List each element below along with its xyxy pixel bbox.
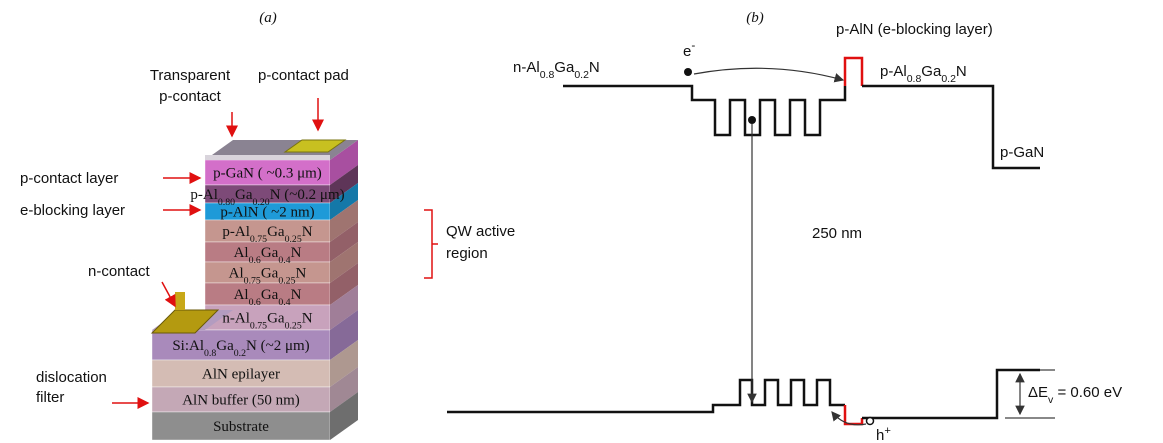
layer-label: AlN epilayer [202,367,280,383]
text-part: Ga [267,224,285,240]
text-part: p-Al [222,224,250,240]
text-part: n-Al [513,59,540,76]
n-contact-pad-edge [175,292,185,310]
text-part: 0.75 [250,320,267,331]
callout: p-contact pad [258,67,349,84]
carrier-label: h+ [876,425,891,443]
layer-label: p-AlN ( ~2 nm) [220,205,314,221]
figure: p-GaN ( ~0.3 μm)p-Al0.80Ga0.20N (~0.2 μm… [0,0,1163,443]
callout: p-contact layer [20,170,118,187]
panel-tag: (b) [746,10,764,26]
callout: Transparent [150,67,231,84]
text-part: N (~0.2 μm) [270,187,345,203]
text-part: 0.4 [278,255,290,266]
top-surface-edge [205,155,330,160]
text-part: - [691,38,695,52]
text-part: AlN epilayer [202,367,280,383]
text-part: 0.25 [285,234,302,245]
wavelength: 250 nm [812,225,862,242]
text-part: N [302,224,313,240]
text-part: p-Al [190,187,218,203]
panel-tag: (a) [259,10,277,26]
text-part: N [291,287,302,303]
text-part: Si:Al [172,338,204,354]
text-part: p-AlN (e-blocking layer) [836,21,993,38]
text-part: 0.8 [907,73,922,85]
band-label: p-GaN [1000,144,1044,161]
text-part: Ga [235,187,253,203]
text-part: p-GaN ( ~0.3 μm) [213,166,322,182]
layer-label: Substrate [213,419,269,435]
text-part: Al [234,245,249,261]
text-part: Ga [267,311,285,327]
text-part: N [291,245,302,261]
carrier-label: e- [683,38,695,60]
callout: n-contact [88,263,151,280]
text-part: ΔE [1028,384,1048,401]
layer-label: p-GaN ( ~0.3 μm) [213,166,322,182]
text-part: N [589,59,600,76]
text-part: p-AlN ( ~2 nm) [220,205,314,221]
offset-label: ΔEv = 0.60 eV [1028,384,1122,406]
text-part: Ga [921,63,942,80]
text-part: 0.6 [249,255,261,266]
text-part: Ga [216,338,234,354]
text-part: Substrate [213,419,269,435]
text-part: Ga [554,59,575,76]
callout: e-blocking layer [20,202,125,219]
text-part: N [295,266,306,282]
band-diagram [447,58,1055,425]
text-part: e [683,43,691,60]
text-part: N [956,63,967,80]
text-part: Ga [261,287,279,303]
text-part: AlN buffer (50 nm) [182,393,300,409]
text-part: n-Al [222,311,250,327]
text-part: 0.4 [278,297,290,308]
text-part: N [302,311,313,327]
layer-label: AlN buffer (50 nm) [182,393,300,409]
callout: filter [36,389,64,406]
callout: QW active [446,223,515,240]
text-part: p-Al [880,63,907,80]
text-part: = 0.60 eV [1053,384,1122,401]
text-part: 0.25 [285,320,302,331]
text-part: p-GaN [1000,144,1044,161]
text-part: h [876,427,884,443]
text-part: 0.75 [250,234,267,245]
band-label: p-AlN (e-blocking layer) [836,21,993,38]
text-part: Al [229,266,244,282]
text-part: + [884,425,891,437]
callout: region [446,245,488,262]
text-part: 0.8 [540,69,555,81]
text-part: N (~2 μm) [246,338,310,354]
text-part: 250 nm [812,225,862,242]
band-label: p-Al0.8Ga0.2N [880,63,967,85]
text-part: 0.75 [244,275,261,286]
text-part: Ga [261,266,279,282]
text-part: 0.6 [249,297,261,308]
text-part: 0.8 [204,348,216,359]
text-part: Ga [261,245,279,261]
callout: p-contact [159,88,222,105]
text-part: 0.2 [574,69,589,81]
band-label: n-Al0.8Ga0.2N [513,59,600,81]
text-part: Al [234,287,249,303]
text-part: 0.2 [941,73,956,85]
callout: dislocation [36,369,107,386]
text-part: 0.25 [278,275,295,286]
text-part: 0.2 [234,348,246,359]
